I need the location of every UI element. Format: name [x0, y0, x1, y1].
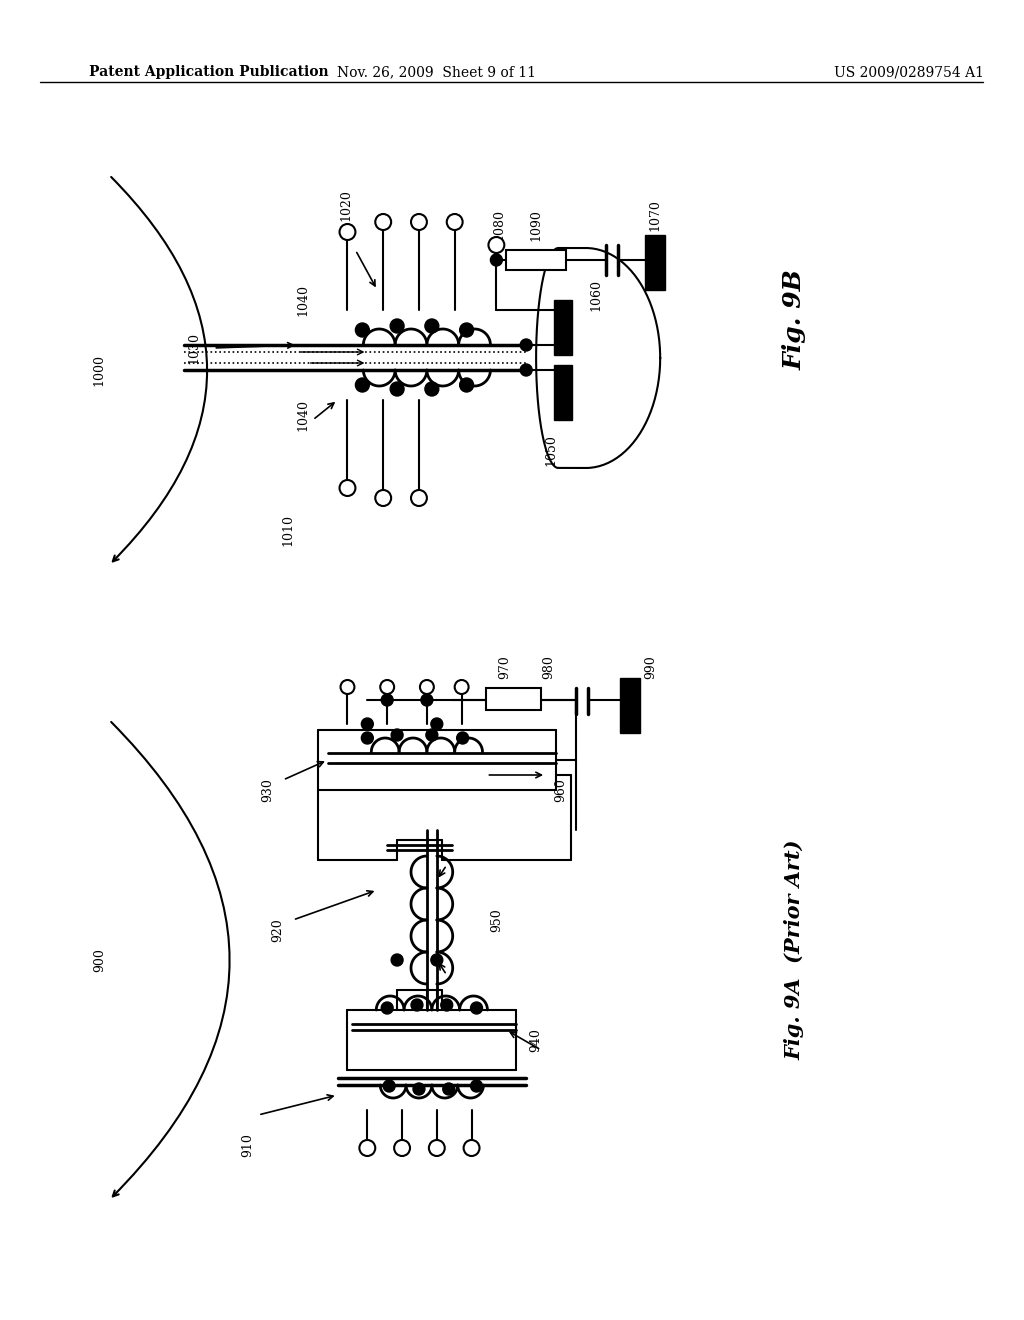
Circle shape: [375, 490, 391, 506]
Text: Nov. 26, 2009  Sheet 9 of 11: Nov. 26, 2009 Sheet 9 of 11: [337, 65, 537, 79]
Circle shape: [361, 733, 374, 744]
Text: 1010: 1010: [282, 513, 295, 546]
Text: 1030: 1030: [187, 333, 200, 364]
Circle shape: [431, 954, 442, 966]
Text: US 2009/0289754 A1: US 2009/0289754 A1: [834, 65, 984, 79]
Circle shape: [361, 718, 374, 730]
Text: Patent Application Publication: Patent Application Publication: [89, 65, 329, 79]
Circle shape: [411, 214, 427, 230]
Circle shape: [413, 1082, 425, 1096]
Circle shape: [375, 214, 391, 230]
Bar: [486, 688, 541, 710]
Text: 1040: 1040: [296, 399, 309, 432]
Text: 910: 910: [242, 1133, 255, 1156]
Polygon shape: [537, 248, 660, 469]
Text: 1020: 1020: [339, 189, 352, 220]
Circle shape: [340, 224, 355, 240]
Circle shape: [340, 480, 355, 496]
Bar: [506, 249, 566, 271]
Circle shape: [391, 729, 403, 741]
Circle shape: [520, 364, 532, 376]
Circle shape: [446, 214, 463, 230]
Circle shape: [381, 1002, 393, 1014]
Circle shape: [425, 319, 439, 333]
Circle shape: [390, 319, 404, 333]
Circle shape: [390, 381, 404, 396]
Text: 1070: 1070: [649, 199, 662, 231]
Text: 980: 980: [543, 655, 555, 678]
Circle shape: [490, 253, 503, 267]
Circle shape: [359, 1140, 375, 1156]
Text: Fig. 9A  (Prior Art): Fig. 9A (Prior Art): [784, 840, 804, 1060]
Text: 1060: 1060: [589, 279, 602, 312]
Text: 920: 920: [271, 919, 285, 942]
Circle shape: [394, 1140, 410, 1156]
Circle shape: [464, 1140, 479, 1156]
Circle shape: [420, 680, 434, 694]
Text: Fig. 9B: Fig. 9B: [782, 269, 806, 371]
Text: 1000: 1000: [93, 354, 105, 385]
Bar: [554, 300, 571, 355]
Circle shape: [442, 1082, 455, 1096]
Circle shape: [355, 378, 370, 392]
Bar: [645, 235, 666, 290]
Bar: [621, 678, 640, 733]
Circle shape: [471, 1002, 482, 1014]
Circle shape: [426, 729, 438, 741]
Text: 1050: 1050: [545, 434, 557, 466]
Circle shape: [380, 680, 394, 694]
Circle shape: [520, 339, 532, 351]
Text: 1080: 1080: [493, 209, 506, 242]
Circle shape: [381, 694, 393, 706]
Text: 1040: 1040: [296, 284, 309, 315]
Text: 1090: 1090: [529, 209, 543, 242]
Circle shape: [411, 490, 427, 506]
Circle shape: [440, 999, 453, 1011]
Circle shape: [391, 954, 403, 966]
Circle shape: [455, 680, 469, 694]
Text: 950: 950: [489, 908, 503, 932]
Circle shape: [471, 1080, 482, 1092]
Circle shape: [457, 733, 469, 744]
Circle shape: [460, 323, 473, 337]
Text: 960: 960: [554, 777, 567, 803]
Circle shape: [488, 238, 505, 253]
Circle shape: [460, 378, 473, 392]
Circle shape: [429, 1140, 444, 1156]
Text: 990: 990: [644, 655, 656, 678]
Circle shape: [383, 1080, 395, 1092]
Text: 930: 930: [261, 777, 274, 803]
Circle shape: [411, 999, 423, 1011]
Circle shape: [425, 381, 439, 396]
Text: 940: 940: [529, 1028, 543, 1052]
Circle shape: [341, 680, 354, 694]
Text: 900: 900: [93, 948, 105, 972]
Circle shape: [421, 694, 433, 706]
Text: 970: 970: [498, 655, 511, 678]
Bar: [554, 366, 571, 420]
Circle shape: [431, 718, 442, 730]
Circle shape: [355, 323, 370, 337]
